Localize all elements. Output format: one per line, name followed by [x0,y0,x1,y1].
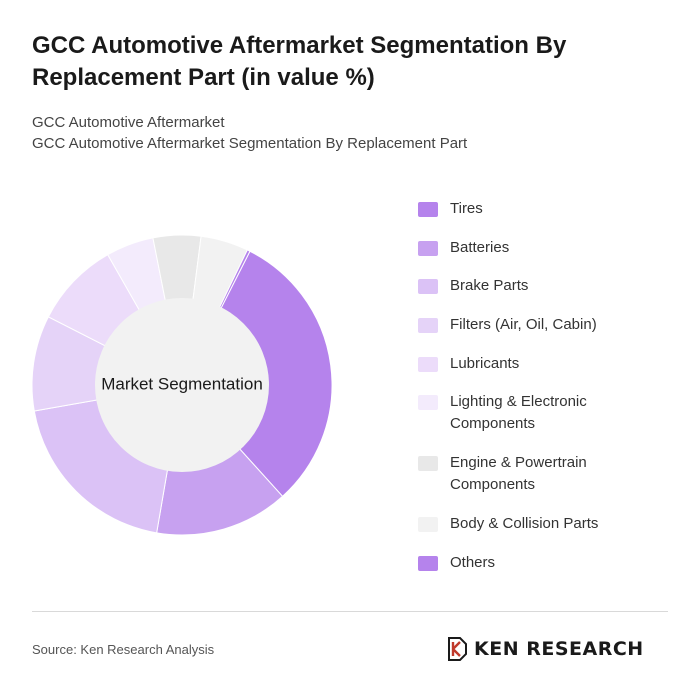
legend-item[interactable]: Lighting & Electronic Components [418,391,688,435]
legend-item[interactable]: Tires [418,198,688,220]
legend-label: Others [450,553,496,571]
legend-swatch [418,517,438,532]
legend-item[interactable]: Brake Parts [418,275,688,297]
footer-divider [32,611,668,612]
legend-item[interactable]: Lubricants [418,353,688,375]
legend-label: Lighting & Electronic Components [450,393,587,432]
legend-label: Brake Parts [450,277,529,294]
source-note: Source: Ken Research Analysis [32,642,215,657]
legend-item[interactable]: Filters (Air, Oil, Cabin) [418,314,688,336]
legend-swatch [418,555,438,571]
legend-label: Body & Collision Parts [450,515,599,532]
subtitle-line-1: GCC Automotive Aftermarket [32,114,225,131]
legend-label: Filters (Air, Oil, Cabin) [450,315,597,333]
chart-title: GCC Automotive Aftermarket Segmentation … [32,32,567,91]
legend-item[interactable]: Others [418,552,688,574]
legend-swatch [418,279,438,294]
center-label: Market Segmentation [101,374,263,393]
legend-item[interactable]: Batteries [418,237,688,259]
legend-swatch [418,317,438,333]
brand-name: KEN RESEARCH [474,638,644,660]
chart-subtitle: GCC Automotive Aftermarket GCC Automotiv… [32,112,672,154]
legend-swatch [418,395,438,410]
donut-chart: Market Segmentation [31,234,333,536]
legend-label: Engine & Powertrain Components [450,454,587,493]
legend-label: Batteries [450,238,510,256]
legend-label: Lubricants [450,354,520,372]
legend-label: Tires [450,200,483,217]
legend-swatch [418,356,438,372]
legend-swatch [418,202,438,217]
legend-swatch [418,456,438,471]
subtitle-line-2: GCC Automotive Aftermarket Segmentation … [32,135,468,152]
legend-item[interactable]: Body & Collision Parts [418,513,688,535]
brand-logo: KEN RESEARCH [446,636,644,662]
chart-legend: Tires Batteries Brake Parts Filters (Air, O… [418,198,688,590]
legend-swatch [418,240,438,256]
donut-center [95,298,269,472]
legend-item[interactable]: Engine & Powertrain Components [418,452,688,496]
ken-research-logo-icon [448,637,467,661]
